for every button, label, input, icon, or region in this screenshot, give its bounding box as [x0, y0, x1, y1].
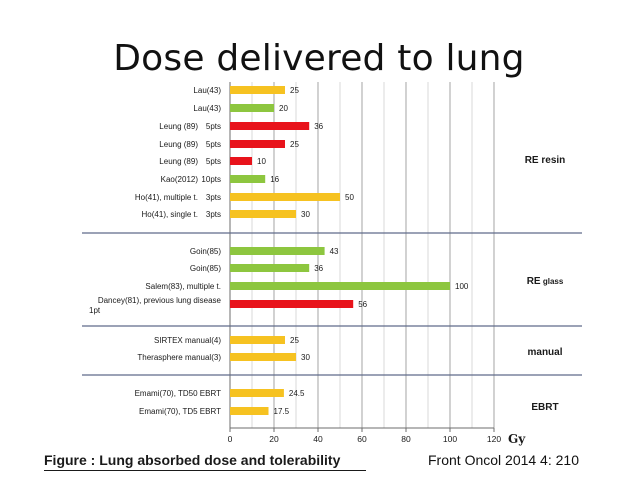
bar	[230, 389, 284, 397]
bar-category-note: 5pts	[206, 122, 221, 131]
bar-value-label: 30	[301, 353, 310, 362]
bar-category-label: Leung (89)	[159, 157, 198, 166]
bar-category-label: Lau(43)	[193, 86, 221, 95]
x-tick-label: 80	[401, 434, 411, 444]
bar	[230, 193, 340, 201]
bar-category-note: 3pts	[206, 210, 221, 219]
bar-value-label: 50	[345, 193, 354, 202]
bar-value-label: 36	[314, 264, 323, 273]
bar-value-label: 25	[290, 140, 299, 149]
group-label: RE resin	[525, 155, 566, 166]
bar	[230, 300, 354, 308]
bar-category-label: Leung (89)	[159, 122, 198, 131]
bar-category-note: 5pts	[206, 157, 221, 166]
bar	[230, 336, 285, 344]
bar-value-label: 16	[270, 175, 279, 184]
bar-category-label: Kao(2012)	[161, 175, 199, 184]
bar-category-note: 5pts	[206, 140, 221, 149]
bar-category-label: Salem(83), multiple t.	[145, 282, 221, 291]
bar-category-label: Lau(43)	[193, 104, 221, 113]
bar-value-label: 24.5	[289, 389, 305, 398]
slide-title: Dose delivered to lung	[113, 38, 525, 79]
bar-value-label: 25	[290, 86, 299, 95]
x-tick-label: 20	[269, 434, 279, 444]
figure-caption: Figure : Lung absorbed dose and tolerabi…	[44, 452, 341, 468]
bar-category-label: Ho(41), single t.	[142, 210, 198, 219]
bar-category-label: Dancey(81), previous lung disease	[98, 296, 222, 305]
bar-value-label: 17.5	[274, 407, 290, 416]
x-tick-label: 100	[443, 434, 457, 444]
x-tick-label: 60	[357, 434, 367, 444]
bar-value-label: 43	[330, 247, 339, 256]
bar	[230, 86, 285, 94]
bar	[230, 140, 285, 148]
bar	[230, 247, 325, 255]
group-label: EBRT	[531, 402, 558, 413]
bar-category-label: Leung (89)	[159, 140, 198, 149]
bar-category-label-line2: 1pt	[89, 306, 101, 315]
group-label-suffix: glass	[541, 277, 564, 286]
bar-category-label: Goin(85)	[190, 247, 221, 256]
source-citation: Front Oncol 2014 4: 210	[428, 452, 579, 468]
group-label: manual	[527, 347, 562, 358]
bar-category-label: Ho(41), multiple t.	[135, 193, 198, 202]
bar	[230, 353, 296, 361]
x-tick-label: 0	[228, 434, 233, 444]
bar-category-label: Goin(85)	[190, 264, 221, 273]
x-tick-label: 40	[313, 434, 323, 444]
group-label: RE glass	[527, 276, 564, 287]
bar-category-note: 3pts	[206, 193, 221, 202]
bar-value-label: 20	[279, 104, 288, 113]
bar	[230, 264, 310, 272]
bar-category-label: Emami(70), TD5 EBRT	[139, 407, 221, 416]
bar-category-label: Therasphere manual(3)	[137, 353, 221, 362]
bar-value-label: 100	[455, 282, 469, 291]
bar	[230, 282, 450, 290]
bar-value-label: 30	[301, 210, 310, 219]
bar-value-label: 56	[358, 300, 367, 309]
bar	[230, 104, 274, 112]
x-axis-unit-label: Gy	[508, 432, 526, 446]
caption-underline	[44, 470, 366, 471]
bar-category-label: Emami(70), TD50 EBRT	[135, 389, 222, 398]
bar-value-label: 25	[290, 336, 299, 345]
x-tick-label: 120	[487, 434, 501, 444]
bar	[230, 175, 266, 183]
bar	[230, 210, 296, 218]
bar-value-label: 10	[257, 157, 266, 166]
bar-value-label: 36	[314, 122, 323, 131]
bar	[230, 157, 252, 165]
bar	[230, 122, 310, 130]
bar	[230, 407, 269, 415]
bar-category-note: 10pts	[201, 175, 221, 184]
bar-category-label: SIRTEX manual(4)	[154, 336, 221, 345]
